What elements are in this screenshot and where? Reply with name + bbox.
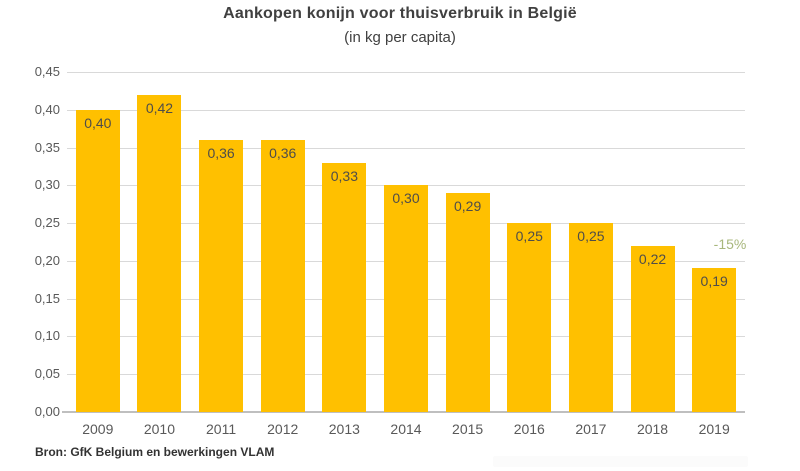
bar-value-label: 0,25	[577, 228, 605, 245]
source-note: Bron: GfK Belgium en bewerkingen VLAM	[35, 445, 275, 459]
x-tick-label-2014: 2014	[390, 421, 422, 437]
bar-value-label: 0,29	[454, 197, 482, 214]
y-tick-label: 0,30	[34, 177, 60, 193]
bar-2019: 0,19	[692, 268, 737, 412]
x-axis-line	[62, 411, 745, 413]
bar-2017: 0,25	[568, 223, 613, 412]
y-tick-label: 0,35	[34, 139, 60, 155]
chart-subtitle: (in kg per capita)	[344, 29, 456, 46]
bar-value-label: 0,36	[207, 145, 235, 161]
x-axis: 2009 2010 2011 2012 2013 2014 2015 2016 2017 2018…	[67, 420, 745, 438]
bar-value-label: 0,30	[392, 190, 420, 207]
y-axis: 0,45 0,40 0,35 0,30 0,25 0,20 0,15 0,10 0,05 0,00	[15, 65, 60, 419]
bar-2010: 0,42	[137, 94, 182, 412]
bar-2013: 0,33	[322, 162, 367, 412]
x-tick-label-2013: 2013	[328, 421, 360, 437]
bar-value-label: 0,22	[638, 250, 667, 267]
y-tick-label: 0,25	[34, 215, 60, 231]
x-tick-label-2018: 2018	[636, 421, 669, 437]
x-tick-label-2015: 2015	[452, 421, 484, 437]
bar-value-label: 0,36	[269, 145, 297, 161]
chart-title: Aankopen konijn voor thuisverbruik in Be…	[223, 5, 577, 22]
y-tick-label: 0,05	[34, 366, 60, 382]
bar-2009: 0,40	[75, 109, 120, 412]
y-tick-label: 0,45	[34, 64, 60, 79]
x-tick-label-2011: 2011	[206, 421, 237, 437]
percent-change-annotation: -15%	[713, 236, 747, 252]
bar-value-label: 0,25	[515, 228, 543, 245]
bar-2014: 0,30	[384, 185, 428, 412]
y-tick-label: 0,20	[34, 252, 60, 268]
bar-2018: 0,22	[630, 245, 675, 412]
bar-2011: 0,36	[199, 140, 244, 412]
gridline	[67, 72, 745, 73]
bar-value-label: 0,40	[84, 114, 112, 131]
x-tick-label-2017: 2017	[575, 421, 607, 437]
bar-2016: 0,25	[507, 223, 552, 412]
x-tick-label-2016: 2016	[513, 421, 545, 437]
gridline	[67, 147, 745, 149]
y-tick-label: 0,15	[34, 290, 60, 306]
y-tick-label: 0,00	[34, 404, 60, 419]
bar-value-label: 0,42	[145, 99, 174, 116]
bar-2012: 0,36	[260, 140, 305, 412]
y-tick-label: 0,40	[34, 101, 60, 117]
x-tick-label-2019: 2019	[698, 421, 730, 437]
bar-2015: 0,29	[445, 192, 490, 412]
x-tick-label-2012: 2012	[267, 421, 299, 437]
plot-area: 0,40 0,42 0,36 0,36 0,33 0,30 0,29 0,25 0,25 0,22…	[62, 72, 745, 413]
gridline	[67, 109, 745, 111]
bar-value-label: 0,33	[330, 167, 358, 184]
y-tick-label: 0,10	[34, 328, 60, 344]
x-tick-label-2010: 2010	[143, 421, 176, 437]
bar-value-label: 0,19	[700, 273, 728, 290]
cropped-logo-watermark	[493, 456, 748, 467]
x-tick-label-2009: 2009	[82, 421, 114, 437]
